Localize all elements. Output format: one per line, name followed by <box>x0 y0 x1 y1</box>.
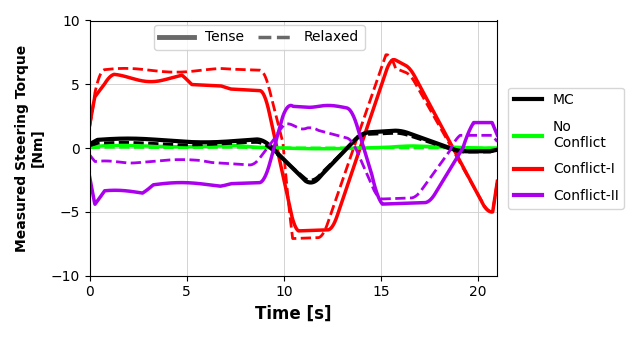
X-axis label: Time [s]: Time [s] <box>255 305 332 323</box>
Y-axis label: Measured Steering Torque
[Nm]: Measured Steering Torque [Nm] <box>15 45 45 252</box>
Legend: MC, No
Conflict, Conflict-I, Conflict-II: MC, No Conflict, Conflict-I, Conflict-II <box>508 88 624 209</box>
